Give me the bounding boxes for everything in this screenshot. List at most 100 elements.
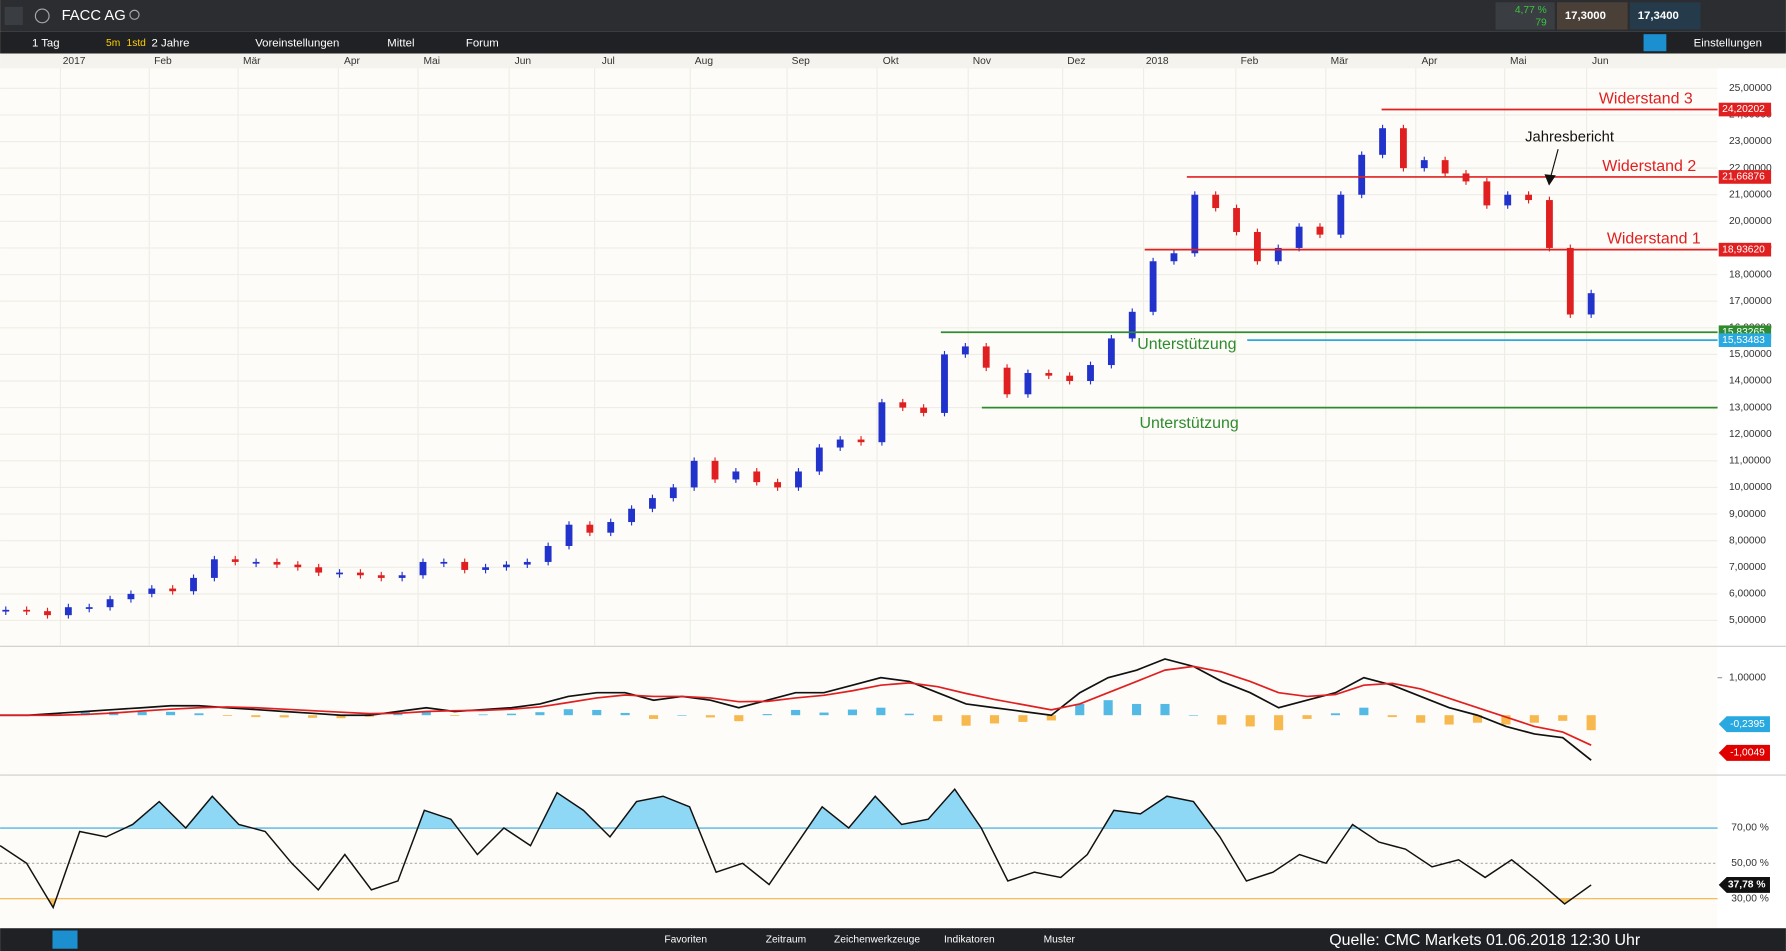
candle [961,346,969,355]
candle [461,561,469,570]
histogram-bar [137,711,147,716]
bid-box[interactable] [1556,2,1628,30]
candle [1441,160,1449,174]
histogram-bar [734,715,744,722]
candle [669,487,677,499]
y-tick-label: 23,00000 [1729,136,1772,147]
level-name: Unterstützung [1137,336,1236,353]
level-price: 18,93620 [1722,244,1765,255]
y-tick-label: 5,00000 [1729,615,1766,626]
histogram-bar [1416,715,1426,723]
footer-tab[interactable]: Zeitraum [766,934,806,945]
histogram-bar [251,715,261,718]
y-tick-label: 9,00000 [1729,509,1766,520]
y-tick-label: 22,00000 [1729,163,1772,174]
annotation-arrow [1549,149,1559,179]
candle [1546,200,1553,248]
candle [85,607,93,609]
ask-box[interactable] [1629,2,1701,30]
histogram-bar [649,715,659,719]
histogram-bar [847,709,858,716]
candle [565,524,573,546]
level-price-box [1718,170,1772,184]
level-price-box [1718,242,1772,257]
x-tick-label: Mai [1510,56,1527,67]
forum[interactable]: Forum [466,37,499,49]
histogram-bar [1529,715,1539,723]
search-icon[interactable] [129,9,140,20]
bid[interactable]: 17,3000 [1565,10,1606,22]
candle [1587,293,1595,315]
x-tick-label: Aug [695,56,714,67]
x-tick-label: 2017 [63,56,86,67]
histogram-bar [1132,703,1142,716]
quick-interval[interactable]: 1std [127,38,147,49]
candle [190,577,197,592]
size[interactable]: Mittel [387,37,414,49]
histogram-bar [904,713,914,716]
last-value-box [1718,716,1770,733]
y-tick-label: 12,00000 [1729,429,1772,440]
tool-active[interactable] [1643,34,1667,52]
candle [732,471,740,480]
y-tick-label: 13,00000 [1729,402,1772,413]
histogram-bar [1103,700,1113,716]
draw-tool[interactable] [52,930,78,949]
quick-interval[interactable]: 5m [106,38,120,49]
level-price-box [1718,102,1772,117]
settings[interactable]: Einstellungen [1694,37,1762,49]
y-tick-label: 15,00000 [1729,349,1772,360]
last-value: -1,0049 [1730,748,1765,759]
y-tick-label: 21,00000 [1729,189,1772,200]
histogram-bar [677,715,687,716]
histogram-bar [762,714,772,716]
x-tick-label: 2018 [1146,56,1169,67]
candle [1274,247,1282,262]
candle [503,564,510,568]
candle [336,572,343,575]
histogram-bar [819,712,829,716]
x-tick-label: Mär [1331,56,1349,67]
histogram-bar [1075,703,1085,716]
histogram-bar [1359,707,1369,716]
candle [711,460,719,480]
footer-tab[interactable]: Indikatoren [944,934,995,945]
level-price: 21,66876 [1722,172,1765,183]
footer-tab[interactable]: Favoriten [664,934,707,945]
ask[interactable]: 17,3400 [1638,10,1679,22]
time-axis [0,53,1786,69]
footer-tab[interactable]: Muster [1044,934,1076,945]
candle [857,439,865,443]
candle [252,561,260,564]
overbought-fill [125,789,1358,829]
last-value-box [1718,744,1770,761]
range[interactable]: 2 Jahre [152,37,190,49]
x-tick-label: Sep [792,56,811,67]
candle [1003,367,1011,395]
candle [1295,226,1303,248]
y-tick-label: 20,00000 [1729,216,1772,227]
candle [1128,311,1136,339]
y-tick-label: 30,00 % [1731,893,1769,904]
y-tick-label: 25,00000 [1729,83,1772,94]
candle [315,567,323,573]
candle [148,588,156,594]
histogram-bar [989,715,1000,724]
info-button[interactable] [34,8,50,24]
menu-button[interactable] [4,6,23,26]
level-price: 24,20202 [1722,104,1765,115]
candle [356,572,364,576]
interval[interactable]: 1 Tag [32,37,60,49]
x-tick-label: Mär [243,56,261,67]
y-tick-label: 14,00000 [1729,376,1772,387]
candle [982,346,990,368]
presets[interactable]: Voreinstellungen [255,37,339,49]
symbol[interactable]: FACC AG [62,8,126,24]
x-tick-label: Dez [1067,56,1085,67]
histogram-bar [279,715,289,718]
footer-tab[interactable]: Zeichenwerkzeuge [834,934,920,945]
histogram-bar [1501,715,1511,725]
histogram-bar [1018,715,1028,722]
histogram-bar [705,715,715,718]
